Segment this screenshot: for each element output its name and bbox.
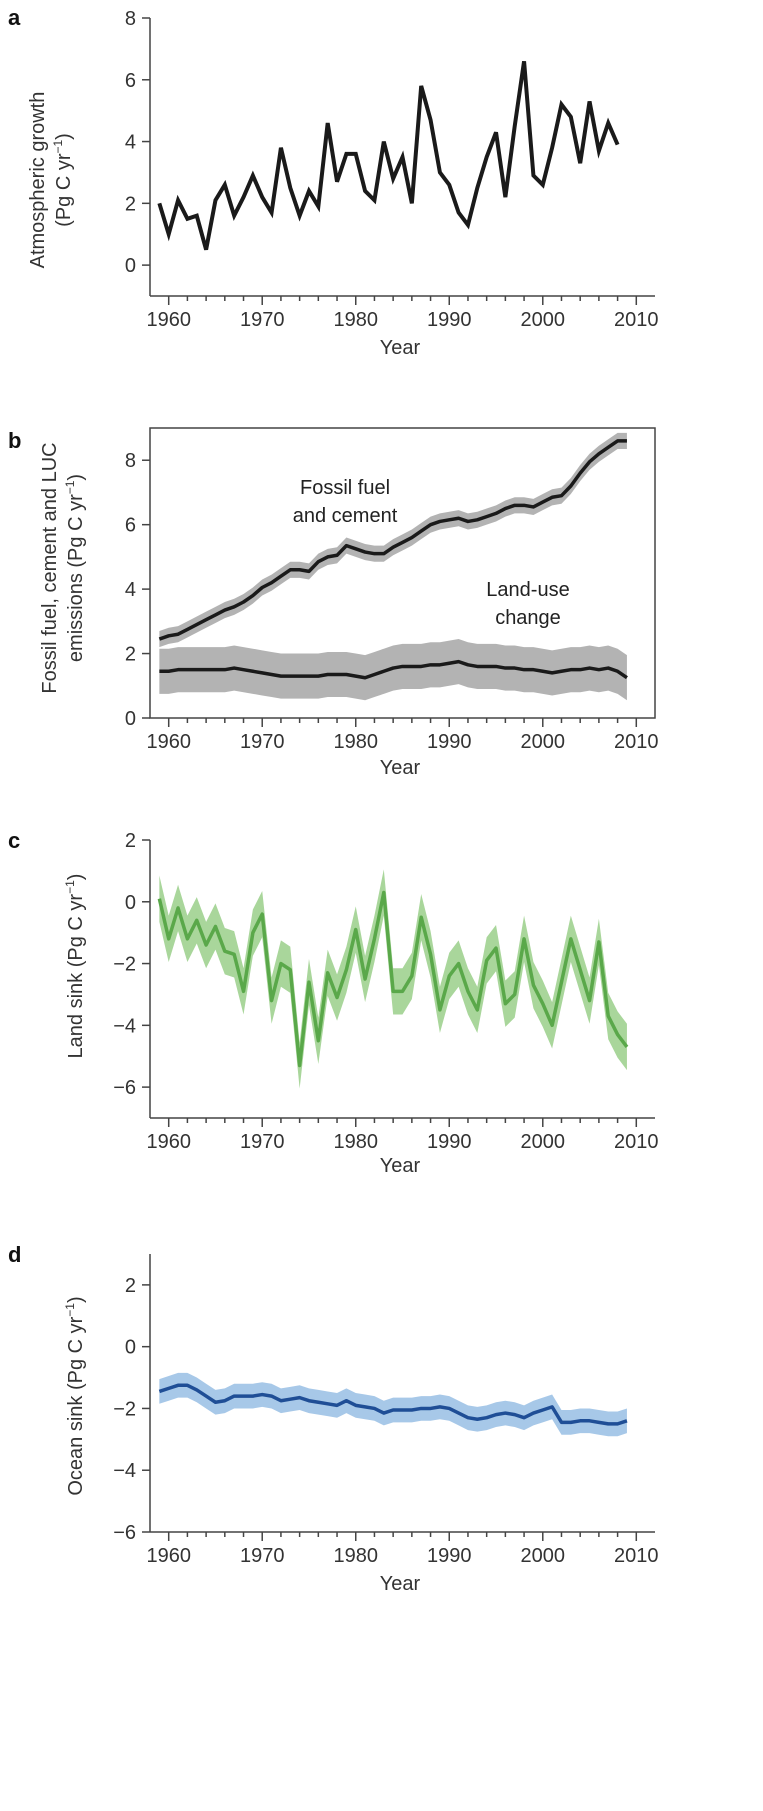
panel-c-line (157, 890, 629, 1068)
panel-b-xtick-label: 1960 (146, 731, 191, 753)
panel-b-fossil-line (158, 439, 627, 641)
panel-c-yaxis: −6 −4 −2 0 2 (113, 830, 151, 1118)
panel-d-ylabel-line1: Ocean sink (Pg C yr−1) (63, 1296, 87, 1495)
panel-b-ytick-label: 6 (125, 515, 136, 537)
panel-c-xtick-group: 1960 1970 1980 1990 2000 2010 (146, 1118, 659, 1153)
panel-c-ytick-label: 2 (125, 830, 136, 852)
panel-c-ylabel: Land sink (Pg C yr−1) (63, 874, 87, 1059)
panel-a-xaxis: 1960 1970 1980 1990 2000 2010 (146, 295, 659, 331)
panel-a-ytick-label: 4 (125, 132, 136, 154)
panel-d-line (158, 1383, 628, 1426)
panel-c: c Land sink (Pg C yr−1) −6 −4 −2 0 2 1960 197… (8, 828, 659, 1177)
panel-c-xtick-label: 1980 (333, 1131, 378, 1153)
panel-b-xtick-group: 1960 1970 1980 1990 2000 2010 (146, 718, 659, 753)
panel-d-ytick-label: −4 (113, 1460, 136, 1482)
panel-a-xtick-label: 1980 (333, 309, 378, 331)
panel-a-ytick-label: 8 (125, 8, 136, 30)
panel-b-ytick-label: 4 (125, 579, 136, 601)
panel-b-xtick-label: 1990 (427, 731, 472, 753)
panel-b-letter: b (8, 428, 21, 453)
panel-b-ylabel-line2: emissions (Pg C yr−1) (63, 474, 87, 662)
panel-b-xtick-label: 2000 (521, 731, 566, 753)
panel-c-xaxis: 1960 1970 1980 1990 2000 2010 (146, 1117, 659, 1153)
panel-c-xtick-label: 2010 (614, 1131, 659, 1153)
panel-b-xtick-label: 1980 (333, 731, 378, 753)
panel-c-xtick-label: 1970 (240, 1131, 285, 1153)
panel-b-annotation-luc-line2: change (495, 607, 561, 629)
panel-a-ylabel-line2: (Pg C yr−1) (51, 133, 75, 227)
panel-d-ytick-label: −6 (113, 1522, 136, 1544)
panel-c-ytick-label: 0 (125, 892, 136, 914)
panel-a-ytick-label: 6 (125, 70, 136, 92)
panel-b-fossil-band (159, 432, 627, 648)
panel-a-xtick-label: 1970 (240, 309, 285, 331)
panel-d-letter: d (8, 1242, 21, 1267)
panel-d-plot (158, 1372, 628, 1437)
panel-d-ytick-label: 2 (125, 1275, 136, 1297)
panel-b-luc-line (159, 659, 628, 680)
panel-c-letter: c (8, 828, 20, 853)
panel-c-xlabel: Year (380, 1155, 421, 1177)
panel-c-ytick-group: −6 −4 −2 0 2 (113, 830, 150, 1099)
panel-b-ytick-label: 8 (125, 450, 136, 472)
panel-c-xtick-label: 1960 (146, 1131, 191, 1153)
panel-d-yaxis: −6 −4 −2 0 2 (113, 1254, 151, 1544)
panel-c-xtick-label: 2000 (521, 1131, 566, 1153)
panel-b-xtick-label: 1970 (240, 731, 285, 753)
panel-c-ytick-label: −2 (113, 954, 136, 976)
panel-b-ytick-group: 0 2 4 6 8 (125, 450, 150, 730)
panel-b-ytick-label: 0 (125, 708, 136, 730)
panel-a-yaxis: 0 2 4 6 8 (125, 8, 151, 296)
panel-d-xtick-label: 1980 (333, 1545, 378, 1567)
panel-b-annotation-fossil-line2: and cement (293, 505, 398, 527)
panel-a-ytick-label: 2 (125, 193, 136, 215)
panel-d-xtick-group: 1960 1970 1980 1990 2000 2010 (146, 1532, 659, 1567)
panel-c-xtick-label: 1990 (427, 1131, 472, 1153)
panel-d-xtick-label: 2000 (521, 1545, 566, 1567)
panel-d-xtick-label: 1960 (146, 1545, 191, 1567)
panel-a-ylabel-line1: Atmospheric growth (27, 92, 49, 269)
panel-d: d Ocean sink (Pg C yr−1) −6−4−202 1960 19… (8, 1242, 659, 1595)
panel-a-ytick-group: 0 2 4 6 8 (125, 8, 150, 277)
panel-d-ytick-label: −2 (113, 1398, 136, 1420)
panel-b-xtick-label: 2010 (614, 731, 659, 753)
panel-a: a Atmospheric growth (Pg C yr−1) 0 2 4 6 8 1… (8, 5, 659, 359)
panel-a-series-line (157, 60, 620, 251)
panel-b-annotation-fossil-line1: Fossil fuel (300, 477, 390, 499)
panel-b: b Fossil fuel, cement and LUC emissions … (8, 427, 659, 779)
panel-b-ylabel-line1: Fossil fuel, cement and LUC (39, 442, 61, 693)
panel-a-ytick-label: 0 (125, 255, 136, 277)
panel-a-xlabel: Year (380, 337, 421, 359)
panel-b-xlabel: Year (380, 757, 421, 779)
panel-d-xlabel: Year (380, 1573, 421, 1595)
panel-d-ytick-group: −6 −4 −2 0 2 (113, 1275, 150, 1544)
panel-a-xtick-label: 2000 (521, 309, 566, 331)
panel-a-xtick-label: 1960 (146, 309, 191, 331)
panel-b-annotation-luc-line1: Land-use (486, 579, 569, 601)
panel-d-xtick-label: 2010 (614, 1545, 659, 1567)
panel-d-xaxis: 1960 1970 1980 1990 2000 2010 (146, 1531, 659, 1567)
panel-a-xtick-label: 1990 (427, 309, 472, 331)
panel-a-ylabel: Atmospheric growth (Pg C yr−1) (27, 92, 75, 269)
panel-c-ylabel-line1: Land sink (Pg C yr−1) (63, 874, 87, 1059)
panel-a-plot (157, 60, 620, 251)
panel-b-ytick-label: 2 (125, 644, 136, 666)
panel-b-frame (149, 427, 656, 719)
panel-d-ylabel: Ocean sink (Pg C yr−1) (63, 1296, 87, 1495)
panel-d-xtick-label: 1990 (427, 1545, 472, 1567)
panel-a-letter: a (8, 5, 21, 30)
panel-a-xtick-group: 1960 1970 1980 1990 2000 2010 (146, 296, 659, 331)
panel-b-ylabel: Fossil fuel, cement and LUC emissions (P… (39, 442, 87, 693)
panel-a-xtick-label: 2010 (614, 309, 659, 331)
panel-d-ytick-label: 0 (125, 1337, 136, 1359)
panel-c-ytick-label: −6 (113, 1077, 136, 1099)
panel-c-plot (157, 869, 629, 1089)
panel-d-band (159, 1372, 627, 1437)
panel-c-ytick-label: −4 (113, 1015, 136, 1037)
panel-d-xtick-label: 1970 (240, 1545, 285, 1567)
panel-b-plot (158, 432, 628, 701)
